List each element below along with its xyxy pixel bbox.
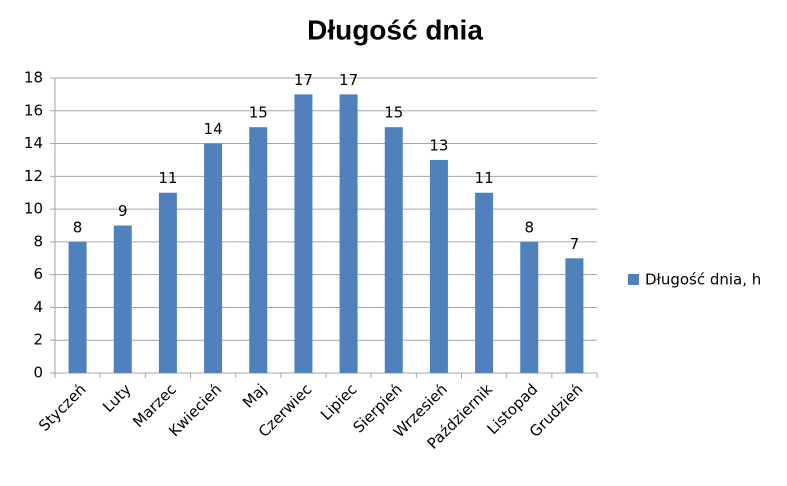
bar — [565, 258, 584, 373]
y-tick-label: 12 — [24, 167, 43, 185]
data-label: 11 — [475, 169, 494, 187]
bar — [249, 127, 268, 374]
data-label: 11 — [158, 169, 177, 187]
x-tick-label: Lipiec — [317, 380, 361, 424]
data-label: 8 — [73, 218, 83, 236]
data-label: 15 — [384, 104, 403, 122]
data-label: 14 — [204, 120, 223, 138]
y-tick-label: 10 — [24, 200, 43, 218]
bar — [68, 241, 87, 373]
data-label: 17 — [294, 71, 313, 89]
bar — [520, 241, 539, 373]
y-tick-label: 6 — [33, 265, 43, 283]
y-tick-label: 0 — [33, 364, 43, 382]
x-tick-label: Luty — [99, 380, 135, 416]
y-tick-label: 16 — [24, 101, 43, 119]
y-tick-label: 8 — [33, 232, 43, 250]
chart-title: Długość dnia — [307, 14, 483, 45]
y-tick-label: 18 — [24, 69, 43, 87]
legend-swatch — [628, 274, 639, 285]
y-tick-label: 14 — [24, 134, 43, 152]
x-tick-label: Maj — [239, 380, 270, 411]
data-label: 15 — [249, 104, 268, 122]
bar — [294, 94, 313, 373]
data-label: 13 — [429, 136, 448, 154]
bar — [204, 143, 223, 373]
bar — [384, 127, 403, 374]
bar — [158, 192, 177, 373]
legend-label: Długość dnia, h — [645, 271, 761, 289]
data-label: 7 — [570, 235, 580, 253]
data-label: 8 — [524, 218, 534, 236]
y-tick-label: 2 — [33, 331, 43, 349]
bar — [475, 192, 494, 373]
bar — [429, 159, 448, 373]
y-tick-label: 4 — [33, 298, 43, 316]
data-label: 17 — [339, 71, 358, 89]
x-tick-label: Styczeń — [35, 380, 90, 435]
data-label: 9 — [118, 202, 128, 220]
bar — [339, 94, 358, 373]
bar — [113, 225, 132, 373]
